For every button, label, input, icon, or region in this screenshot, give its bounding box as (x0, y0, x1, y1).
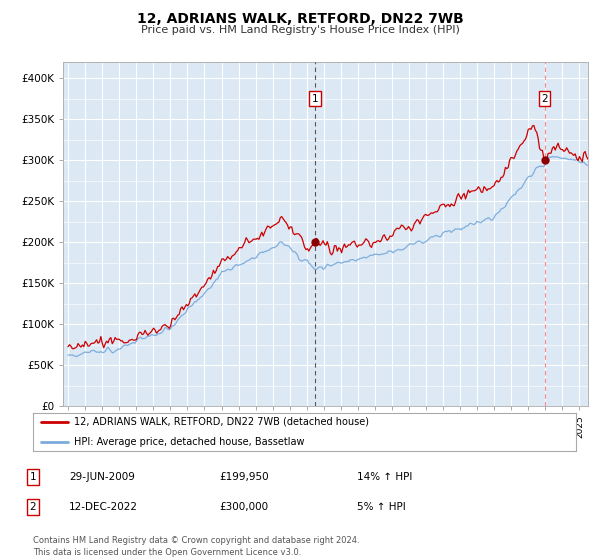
Text: £199,950: £199,950 (219, 472, 269, 482)
Text: 12-DEC-2022: 12-DEC-2022 (69, 502, 138, 512)
Text: 14% ↑ HPI: 14% ↑ HPI (357, 472, 412, 482)
Text: 5% ↑ HPI: 5% ↑ HPI (357, 502, 406, 512)
Text: 12, ADRIANS WALK, RETFORD, DN22 7WB: 12, ADRIANS WALK, RETFORD, DN22 7WB (137, 12, 463, 26)
Text: 1: 1 (312, 94, 319, 104)
Text: 12, ADRIANS WALK, RETFORD, DN22 7WB (detached house): 12, ADRIANS WALK, RETFORD, DN22 7WB (det… (74, 417, 369, 427)
Text: HPI: Average price, detached house, Bassetlaw: HPI: Average price, detached house, Bass… (74, 437, 304, 447)
Text: Price paid vs. HM Land Registry's House Price Index (HPI): Price paid vs. HM Land Registry's House … (140, 25, 460, 35)
Text: 2: 2 (541, 94, 548, 104)
Text: 29-JUN-2009: 29-JUN-2009 (69, 472, 135, 482)
Text: 1: 1 (29, 472, 37, 482)
Text: £300,000: £300,000 (219, 502, 268, 512)
Text: 2: 2 (29, 502, 37, 512)
Text: Contains HM Land Registry data © Crown copyright and database right 2024.
This d: Contains HM Land Registry data © Crown c… (33, 536, 359, 557)
